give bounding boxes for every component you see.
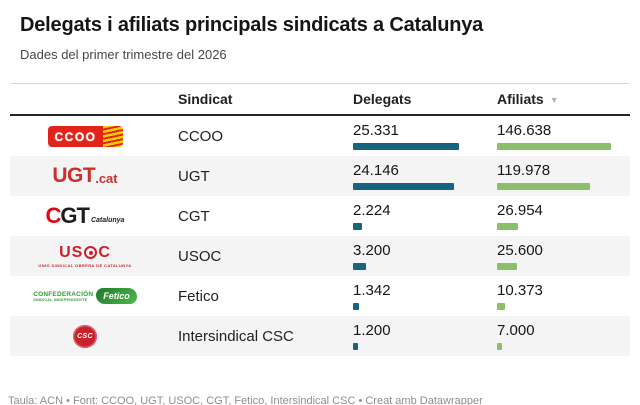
cgt-logo: C GT Catalunya [45, 203, 125, 228]
table-row: CONFEDERACIÓN SINDICAL INDEPENDIENTE Fetic… [10, 276, 630, 316]
table-row: C GT Catalunya CGT 2.224 26.954 [10, 196, 630, 236]
delegats-bar [353, 343, 358, 350]
table-row: CCOO CCOO 25.331 146.638 [10, 116, 630, 156]
logo-cell: CCOO [10, 125, 160, 147]
logo-cell: CONFEDERACIÓN SINDICAL INDEPENDIENTE Fetic… [10, 288, 160, 304]
union-name: UGT [178, 167, 210, 185]
table-row: UGT .cat UGT 24.146 119.978 [10, 156, 630, 196]
table-row: CSC Intersindical CSC 1.200 7.000 [10, 316, 630, 356]
column-header-sindicat[interactable]: Sindicat [160, 91, 353, 107]
sort-desc-icon: ▼ [549, 95, 559, 105]
delegats-bar [353, 223, 363, 230]
delegats-cell: 1.342 [353, 282, 497, 310]
afiliats-bar [497, 303, 506, 310]
union-name: CGT [178, 207, 210, 225]
afiliats-bar [497, 343, 503, 350]
afiliats-cell: 7.000 [497, 322, 630, 350]
table-header-row: Sindicat Delegats Afiliats ▼ [10, 83, 630, 116]
union-name: Intersindical CSC [178, 327, 294, 345]
delegats-cell: 3.200 [353, 242, 497, 270]
delegats-bar [353, 143, 459, 150]
unions-table: Sindicat Delegats Afiliats ▼ CCOO CCOO 25… [10, 83, 630, 356]
delegats-value: 2.224 [353, 202, 391, 219]
delegats-value: 24.146 [353, 162, 399, 179]
delegats-value: 25.331 [353, 122, 399, 139]
afiliats-bar [497, 223, 518, 230]
table-body: CCOO CCOO 25.331 146.638 UGT .cat UGT 24.… [10, 116, 630, 356]
page-subtitle: Dades del primer trimestre del 2026 [20, 47, 227, 62]
column-header-delegats[interactable]: Delegats [353, 91, 497, 107]
senyera-flame-icon [102, 125, 123, 147]
datawrapper-table-page: Delegats i afiliats principals sindicats… [0, 14, 640, 405]
afiliats-cell: 26.954 [497, 202, 630, 230]
delegats-cell: 2.224 [353, 202, 497, 230]
delegats-bar [353, 183, 454, 190]
table-row: US C UNIÓ SINDICAL OBRERA DE CATALUNYA USO… [10, 236, 630, 276]
delegats-value: 3.200 [353, 242, 391, 259]
delegats-cell: 1.200 [353, 322, 497, 350]
union-name: USOC [178, 247, 222, 265]
afiliats-cell: 119.978 [497, 162, 630, 190]
column-header-sindicat-label: Sindicat [178, 91, 233, 107]
afiliats-value: 146.638 [497, 122, 552, 139]
logo-cell: UGT .cat [10, 164, 160, 188]
ccoo-logo: CCOO [47, 125, 123, 147]
afiliats-cell: 10.373 [497, 282, 630, 310]
delegats-bar [353, 263, 367, 270]
afiliats-value: 10.373 [497, 282, 543, 299]
delegats-bar [353, 303, 359, 310]
usoc-logo: US C UNIÓ SINDICAL OBRERA DE CATALUNYA [38, 243, 132, 268]
afiliats-value: 26.954 [497, 202, 543, 219]
afiliats-value: 7.000 [497, 322, 535, 339]
afiliats-bar [497, 143, 611, 150]
logo-cell: CSC [10, 324, 160, 348]
fetico-logo: CONFEDERACIÓN SINDICAL INDEPENDIENTE Fetic… [33, 288, 137, 304]
afiliats-bar [497, 183, 591, 190]
delegats-cell: 25.331 [353, 122, 497, 150]
usoc-gear-icon [84, 246, 98, 259]
afiliats-bar [497, 263, 517, 270]
union-name: CCOO [178, 127, 223, 145]
afiliats-cell: 146.638 [497, 122, 630, 150]
delegats-value: 1.200 [353, 322, 391, 339]
footer-credit: Taula: ACN • Font: CCOO, UGT, USOC, CGT,… [8, 395, 483, 405]
logo-cell: US C UNIÓ SINDICAL OBRERA DE CATALUNYA [10, 243, 160, 268]
logo-cell: C GT Catalunya [10, 203, 160, 229]
afiliats-cell: 25.600 [497, 242, 630, 270]
column-header-delegats-label: Delegats [353, 91, 412, 107]
csc-logo: CSC [73, 324, 97, 348]
delegats-value: 1.342 [353, 282, 391, 299]
page-title: Delegats i afiliats principals sindicats… [20, 14, 484, 36]
union-name: Fetico [178, 287, 219, 305]
delegats-cell: 24.146 [353, 162, 497, 190]
afiliats-value: 119.978 [497, 162, 551, 179]
column-header-afiliats-label: Afiliats [497, 91, 544, 107]
column-header-afiliats[interactable]: Afiliats ▼ [497, 91, 630, 107]
afiliats-value: 25.600 [497, 242, 543, 259]
ugt-logo: UGT .cat [52, 164, 118, 187]
